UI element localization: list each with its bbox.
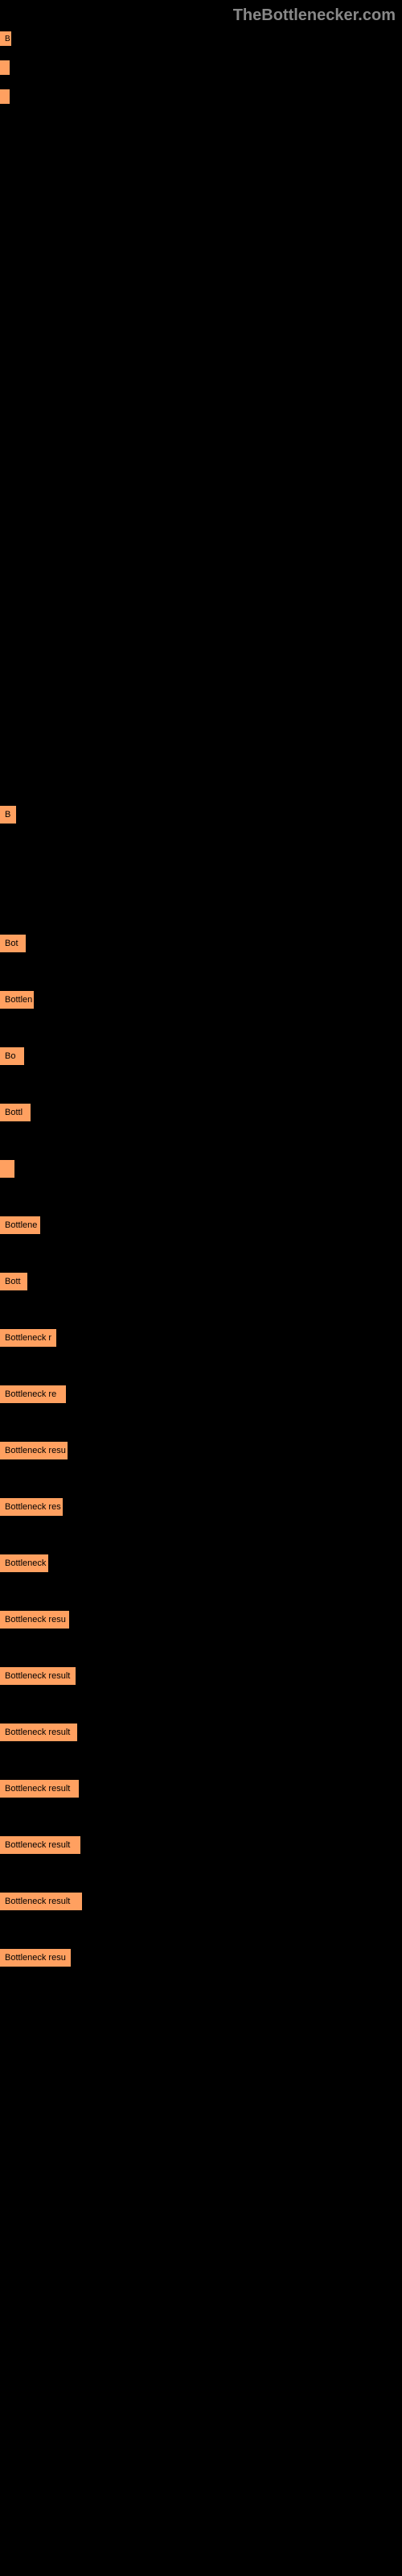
related-label: Bottleneck resu	[5, 1953, 66, 1963]
top-bar-link[interactable]	[0, 89, 10, 104]
related-link[interactable]: Bottleneck resu	[0, 1949, 71, 1967]
related-link[interactable]	[0, 1160, 14, 1178]
related-link[interactable]: Bottleneck resu	[0, 1442, 68, 1459]
related-link[interactable]: Bottleneck res	[0, 1498, 63, 1516]
related-spacer	[0, 862, 402, 935]
related-link[interactable]: Bottleneck result	[0, 1780, 79, 1798]
related-label: Bott	[5, 1277, 21, 1286]
related-link[interactable]: Bo	[0, 1047, 24, 1065]
related-link[interactable]: Bottleneck	[0, 1554, 48, 1572]
related-link[interactable]: Bottleneck result	[0, 1836, 80, 1854]
related-link[interactable]: Bottleneck resu	[0, 1611, 69, 1629]
related-link[interactable]: Bottleneck result	[0, 1893, 82, 1910]
related-label: Bot	[5, 939, 18, 948]
related-link[interactable]: Bottleneck re	[0, 1385, 66, 1403]
related-label: Bottleneck	[5, 1558, 46, 1568]
related-label: Bottleneck r	[5, 1333, 51, 1343]
related-label: Bottlene	[5, 1220, 37, 1230]
related-label: Bottleneck resu	[5, 1615, 66, 1624]
related-link[interactable]: Bott	[0, 1273, 27, 1290]
related-link[interactable]: B	[0, 806, 16, 824]
related-link[interactable]: Bottleneck r	[0, 1329, 56, 1347]
related-label: Bottleneck result	[5, 1840, 70, 1850]
related-link[interactable]: Bot	[0, 935, 26, 952]
top-bar-link[interactable]: B	[0, 31, 11, 46]
related-label: Bottlen	[5, 995, 32, 1005]
related-label: Bottleneck result	[5, 1671, 70, 1681]
related-label: B	[5, 810, 10, 819]
related-link[interactable]: Bottleneck result	[0, 1724, 77, 1741]
related-label: Bottl	[5, 1108, 23, 1117]
related-label: Bottleneck result	[5, 1897, 70, 1906]
top-bars-section: B	[0, 28, 402, 122]
top-bar-link[interactable]	[0, 60, 10, 75]
related-label: Bottleneck resu	[5, 1446, 66, 1455]
related-label: Bottleneck result	[5, 1784, 70, 1794]
content-spacer	[0, 122, 402, 790]
header-logo: TheBottlenecker.com	[0, 0, 402, 28]
top-bar-label: B	[5, 35, 10, 43]
related-label: Bottleneck result	[5, 1728, 70, 1737]
related-link[interactable]: Bottlen	[0, 991, 34, 1009]
related-link[interactable]: Bottl	[0, 1104, 31, 1121]
related-label: Bo	[5, 1051, 15, 1061]
related-label: Bottleneck re	[5, 1389, 56, 1399]
related-link[interactable]: Bottlene	[0, 1216, 40, 1234]
related-label: Bottleneck res	[5, 1502, 61, 1512]
related-link[interactable]: Bottleneck result	[0, 1667, 76, 1685]
related-section: B Bot Bottlen Bo Bottl Bottlene Bott Bot…	[0, 790, 402, 2021]
